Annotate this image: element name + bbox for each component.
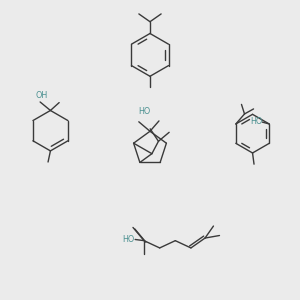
Text: OH: OH [35,91,48,100]
Text: HO: HO [139,107,151,116]
Text: HO: HO [250,117,262,126]
Text: HO: HO [122,235,135,244]
